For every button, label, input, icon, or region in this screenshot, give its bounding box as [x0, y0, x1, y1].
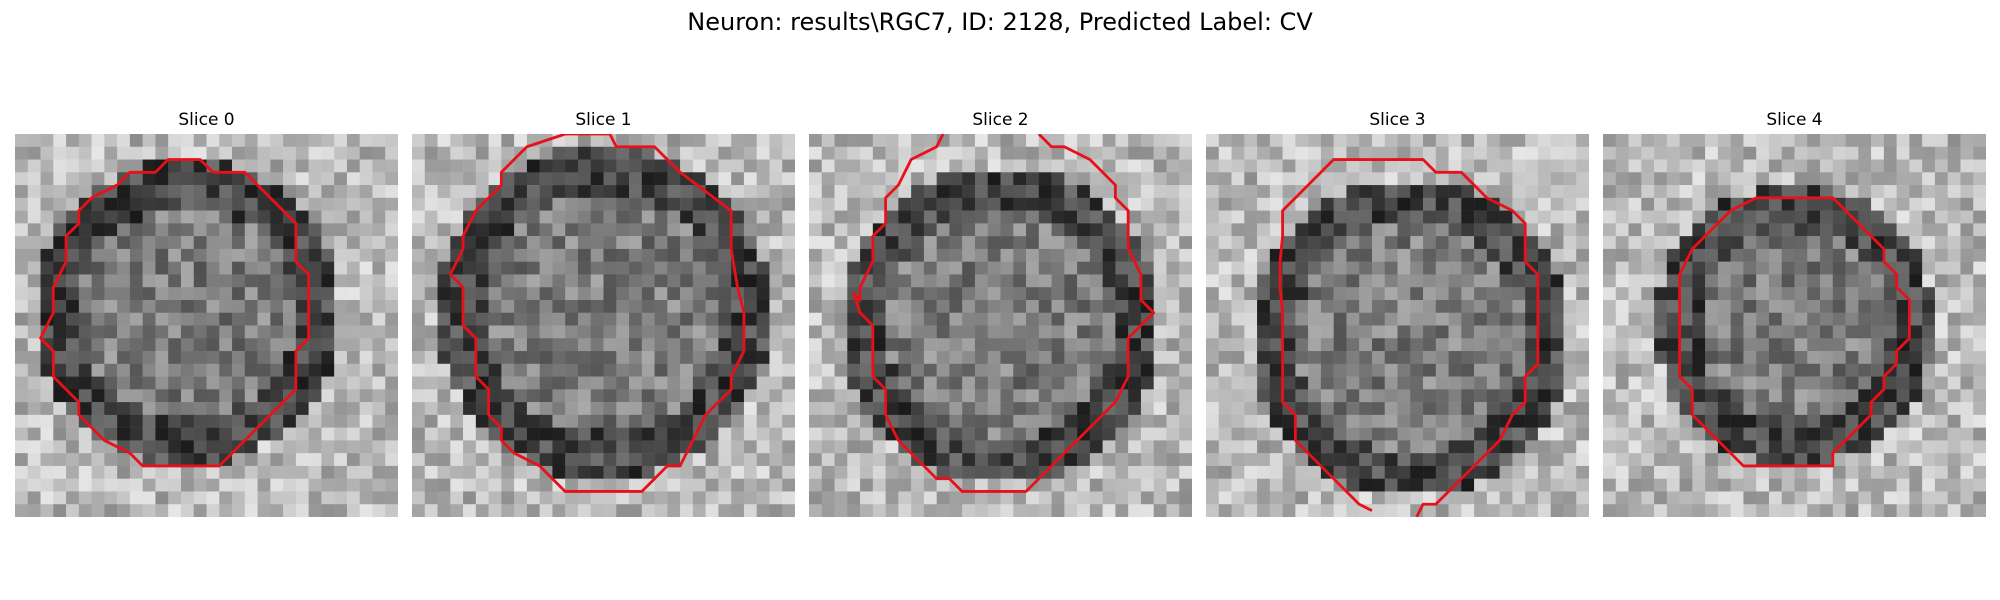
roi-contour — [1678, 196, 1911, 468]
slice-image-2 — [809, 134, 1192, 517]
grayscale-pixels — [412, 134, 795, 517]
roi-contour — [448, 134, 746, 493]
slice-image-3 — [1206, 134, 1589, 517]
slice-panel-1: Slice 1 — [412, 108, 795, 517]
slice-panel-0: Slice 0 — [15, 108, 398, 517]
slice-panel-2: Slice 2 — [809, 108, 1192, 517]
slice-image-0 — [15, 134, 398, 517]
slice-title-3: Slice 3 — [1369, 110, 1426, 130]
slice-title-0: Slice 0 — [178, 110, 235, 130]
grayscale-pixels — [809, 134, 1192, 517]
grayscale-pixels — [1206, 134, 1589, 517]
figure-title: Neuron: results\RGC7, ID: 2128, Predicte… — [687, 8, 1313, 36]
roi-contour — [852, 134, 1156, 493]
slice-image-4 — [1603, 134, 1986, 517]
slice-title-1: Slice 1 — [575, 110, 632, 130]
roi-contour — [1278, 158, 1540, 517]
slice-panel-3: Slice 3 — [1206, 108, 1589, 517]
grayscale-pixels — [15, 134, 398, 517]
slice-image-1 — [412, 134, 795, 517]
roi-contour — [39, 158, 311, 468]
grayscale-pixels — [1603, 134, 1986, 517]
slice-panel-4: Slice 4 — [1603, 108, 1986, 517]
slice-title-2: Slice 2 — [972, 110, 1029, 130]
slice-title-4: Slice 4 — [1766, 110, 1823, 130]
